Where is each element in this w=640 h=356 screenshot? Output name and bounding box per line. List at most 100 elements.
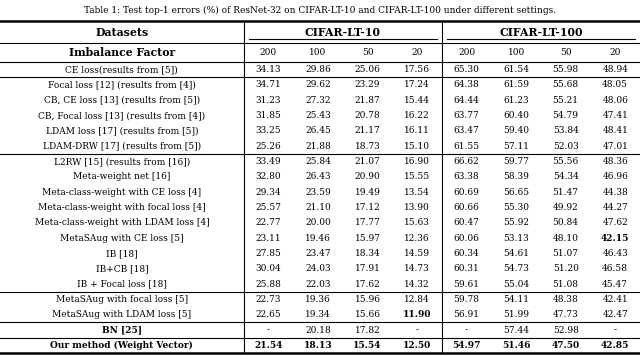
Text: 65.30: 65.30 — [454, 65, 479, 74]
Text: 19.46: 19.46 — [305, 234, 331, 243]
Text: 12.50: 12.50 — [403, 341, 431, 350]
Text: -: - — [415, 326, 419, 335]
Text: 54.79: 54.79 — [553, 111, 579, 120]
Text: LDAM loss [17] (results from [5]): LDAM loss [17] (results from [5]) — [45, 126, 198, 135]
Text: 60.40: 60.40 — [503, 111, 529, 120]
Text: 47.41: 47.41 — [602, 111, 628, 120]
Text: 50: 50 — [362, 48, 373, 57]
Text: 66.62: 66.62 — [454, 157, 479, 166]
Text: 53.84: 53.84 — [553, 126, 579, 135]
Text: 22.77: 22.77 — [255, 218, 281, 227]
Text: 23.29: 23.29 — [355, 80, 380, 89]
Text: 25.84: 25.84 — [305, 157, 331, 166]
Text: 27.32: 27.32 — [305, 96, 331, 105]
Text: 50.84: 50.84 — [553, 218, 579, 227]
Text: IB + Focal loss [18]: IB + Focal loss [18] — [77, 279, 167, 289]
Text: 61.54: 61.54 — [503, 65, 529, 74]
Text: 25.26: 25.26 — [255, 142, 282, 151]
Text: 59.40: 59.40 — [503, 126, 529, 135]
Text: 16.11: 16.11 — [404, 126, 430, 135]
Text: IB [18]: IB [18] — [106, 249, 138, 258]
Text: 47.50: 47.50 — [552, 341, 580, 350]
Text: MetaSAug with focal loss [5]: MetaSAug with focal loss [5] — [56, 295, 188, 304]
Text: 31.23: 31.23 — [255, 96, 281, 105]
Text: CB, Focal loss [13] (results from [4]): CB, Focal loss [13] (results from [4]) — [38, 111, 205, 120]
Text: 20.90: 20.90 — [355, 172, 380, 181]
Text: -: - — [267, 326, 270, 335]
Text: 48.41: 48.41 — [602, 126, 628, 135]
Text: 25.57: 25.57 — [255, 203, 282, 212]
Text: 61.23: 61.23 — [503, 96, 529, 105]
Text: 54.73: 54.73 — [503, 264, 529, 273]
Text: LDAM-DRW [17] (results from [5]): LDAM-DRW [17] (results from [5]) — [43, 142, 201, 151]
Text: 55.04: 55.04 — [503, 279, 529, 289]
Text: 56.65: 56.65 — [503, 188, 529, 197]
Text: Focal loss [12] (results from [4]): Focal loss [12] (results from [4]) — [48, 80, 196, 89]
Text: 16.90: 16.90 — [404, 157, 430, 166]
Text: 20: 20 — [609, 48, 621, 57]
Text: 32.80: 32.80 — [255, 172, 281, 181]
Text: 15.96: 15.96 — [355, 295, 381, 304]
Text: 48.38: 48.38 — [553, 295, 579, 304]
Text: 25.43: 25.43 — [305, 111, 331, 120]
Text: 21.54: 21.54 — [254, 341, 283, 350]
Text: 48.36: 48.36 — [602, 157, 628, 166]
Text: 59.77: 59.77 — [503, 157, 529, 166]
Text: 12.36: 12.36 — [404, 234, 430, 243]
Text: 33.49: 33.49 — [255, 157, 281, 166]
Text: 23.11: 23.11 — [255, 234, 281, 243]
Text: Meta-weight net [16]: Meta-weight net [16] — [73, 172, 170, 181]
Text: 52.98: 52.98 — [553, 326, 579, 335]
Text: 22.03: 22.03 — [305, 279, 331, 289]
Text: 60.34: 60.34 — [454, 249, 479, 258]
Text: 44.38: 44.38 — [602, 188, 628, 197]
Text: 21.10: 21.10 — [305, 203, 331, 212]
Text: 31.85: 31.85 — [255, 111, 282, 120]
Text: 24.03: 24.03 — [305, 264, 331, 273]
Text: 60.31: 60.31 — [454, 264, 479, 273]
Text: Table 1: Test top-1 errors (%) of ResNet-32 on CIFAR-LT-10 and CIFAR-LT-100 unde: Table 1: Test top-1 errors (%) of ResNet… — [84, 6, 556, 15]
Text: 59.61: 59.61 — [454, 279, 479, 289]
Text: 55.98: 55.98 — [552, 65, 579, 74]
Text: 26.43: 26.43 — [305, 172, 331, 181]
Text: 61.55: 61.55 — [454, 142, 479, 151]
Text: 61.59: 61.59 — [503, 80, 529, 89]
Text: 25.88: 25.88 — [255, 279, 282, 289]
Text: 21.88: 21.88 — [305, 142, 331, 151]
Text: 20: 20 — [412, 48, 423, 57]
Text: 51.08: 51.08 — [553, 279, 579, 289]
Text: 19.36: 19.36 — [305, 295, 331, 304]
Text: CIFAR-LT-10: CIFAR-LT-10 — [305, 27, 381, 38]
Text: 54.61: 54.61 — [503, 249, 529, 258]
Text: 55.56: 55.56 — [552, 157, 579, 166]
Text: 47.01: 47.01 — [602, 142, 628, 151]
Text: 18.34: 18.34 — [355, 249, 380, 258]
Text: 48.94: 48.94 — [602, 65, 628, 74]
Text: 46.96: 46.96 — [602, 172, 628, 181]
Text: 29.62: 29.62 — [305, 80, 331, 89]
Text: 56.91: 56.91 — [454, 310, 479, 319]
Text: 54.34: 54.34 — [553, 172, 579, 181]
Text: 17.56: 17.56 — [404, 65, 430, 74]
Text: 51.07: 51.07 — [553, 249, 579, 258]
Text: Datasets: Datasets — [95, 27, 148, 38]
Text: 15.55: 15.55 — [404, 172, 430, 181]
Text: CE loss(results from [5]): CE loss(results from [5]) — [65, 65, 178, 74]
Text: 17.12: 17.12 — [355, 203, 380, 212]
Text: CIFAR-LT-100: CIFAR-LT-100 — [499, 27, 582, 38]
Text: 13.54: 13.54 — [404, 188, 430, 197]
Text: 200: 200 — [458, 48, 475, 57]
Text: 60.69: 60.69 — [454, 188, 479, 197]
Text: 23.59: 23.59 — [305, 188, 331, 197]
Text: 63.47: 63.47 — [454, 126, 479, 135]
Text: 19.34: 19.34 — [305, 310, 331, 319]
Text: 16.22: 16.22 — [404, 111, 430, 120]
Text: BN [25]: BN [25] — [102, 326, 142, 335]
Text: 57.44: 57.44 — [503, 326, 529, 335]
Text: 63.77: 63.77 — [454, 111, 479, 120]
Text: 44.27: 44.27 — [602, 203, 628, 212]
Text: 15.44: 15.44 — [404, 96, 430, 105]
Text: 48.10: 48.10 — [553, 234, 579, 243]
Text: 11.90: 11.90 — [403, 310, 431, 319]
Text: 15.63: 15.63 — [404, 218, 430, 227]
